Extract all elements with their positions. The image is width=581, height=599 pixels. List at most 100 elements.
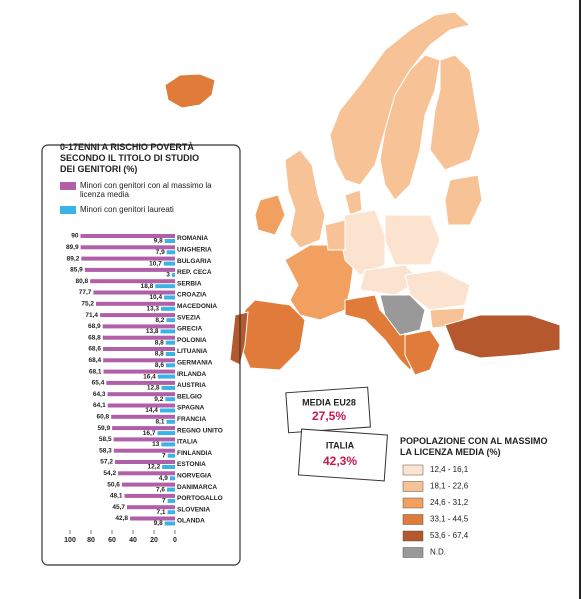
y-tick-label: OLANDA (177, 518, 205, 525)
region (429, 54, 481, 171)
bar (164, 521, 175, 526)
bar (111, 414, 175, 419)
bar (165, 363, 175, 368)
value-label: 8,2 (155, 317, 164, 324)
y-tick-label: SPAGNA (177, 405, 205, 412)
bar (100, 313, 175, 318)
region (164, 73, 216, 109)
value-label: 71,4 (85, 312, 98, 319)
region (444, 314, 561, 359)
y-tick-label: IRLANDA (177, 371, 207, 378)
bar (161, 385, 175, 390)
x-tick-label: 100 (64, 537, 76, 544)
value-label: 59,9 (97, 425, 110, 432)
bar (159, 408, 175, 413)
bar (167, 453, 175, 458)
x-tick-label: 20 (150, 537, 158, 544)
value-label: 45,7 (112, 504, 125, 511)
bar (102, 335, 175, 340)
y-tick-label: REGNO UNITO (177, 427, 223, 434)
value-label: 14,4 (145, 407, 158, 414)
value-label: 8,6 (155, 362, 164, 369)
callout-label: MEDIA EU28 (302, 397, 356, 407)
y-tick-label: SVEZIA (177, 314, 201, 321)
bar (106, 380, 175, 385)
value-label: 60,8 (97, 414, 110, 421)
bar (93, 290, 175, 295)
y-tick-label: REP. CECA (177, 269, 212, 276)
bar (162, 465, 175, 469)
value-label: 58,3 (99, 447, 112, 454)
y-tick-label: SLOVENIA (177, 506, 211, 513)
y-tick-label: DANIMARCA (177, 484, 217, 491)
legend-swatch (60, 206, 76, 214)
bar (166, 318, 175, 323)
value-label: 54,2 (103, 470, 116, 477)
value-label: 3 (166, 272, 170, 279)
y-tick-label: SERBIA (177, 280, 202, 287)
bar (157, 431, 175, 436)
value-label: 8,1 (155, 419, 164, 426)
bar (165, 352, 175, 356)
bar (107, 403, 175, 408)
region (404, 329, 441, 376)
value-label: 7 (162, 498, 166, 505)
value-label: 77,7 (79, 289, 92, 296)
region (329, 11, 472, 186)
value-label: 7,6 (156, 486, 165, 493)
value-label: 12,8 (147, 385, 160, 392)
map-legend-title: POPOLAZIONE CON AL MASSIMO LA LICENZA ME… (400, 436, 548, 457)
bar (165, 397, 175, 402)
map-legend-swatch (402, 464, 424, 476)
value-label: 57,2 (100, 459, 113, 466)
value-label: 4,9 (159, 475, 168, 482)
region (239, 299, 306, 371)
bar (102, 324, 175, 329)
map-legend-swatch (402, 481, 424, 492)
region (229, 311, 249, 366)
legend-label: Minori con genitori laureati (80, 205, 174, 214)
bar (113, 437, 175, 442)
bar (103, 369, 175, 374)
bar (169, 476, 175, 481)
x-tick-label: 40 (129, 537, 137, 544)
bar (166, 250, 175, 255)
map-legend-label: 24,6 - 31,2 (430, 498, 469, 507)
bar (80, 234, 175, 238)
x-tick-label: 80 (87, 537, 95, 544)
y-tick-label: AUSTRIA (177, 382, 206, 389)
bar (84, 267, 175, 272)
region (254, 194, 286, 236)
bar (160, 329, 175, 334)
y-tick-label: PORTOGALLO (177, 495, 223, 502)
chart-title: 0-17ENNI A RISCHIO POVERTÀ SECONDO IL TI… (60, 142, 200, 174)
bar (166, 419, 175, 424)
value-label: 9,8 (154, 238, 163, 245)
bar (155, 284, 175, 289)
callout-value: 42,3% (323, 454, 357, 468)
callout-label: ITALIA (326, 440, 355, 450)
value-label: 10,4 (149, 294, 162, 301)
bar (103, 358, 175, 363)
region (379, 54, 441, 201)
value-label: 13,3 (146, 306, 159, 313)
callout-box (297, 428, 388, 482)
value-label: 48,1 (110, 493, 123, 500)
region (359, 264, 421, 296)
y-tick-label: FRANCIA (177, 416, 207, 423)
value-label: 89,2 (67, 255, 80, 262)
value-label: 12,2 (148, 464, 161, 471)
x-tick-label: 60 (108, 537, 116, 544)
callout-box (285, 386, 371, 434)
map-legend-label: N.D. (430, 548, 446, 557)
bar (124, 493, 175, 498)
value-label: 85,9 (70, 267, 83, 274)
y-tick-label: CROAZIA (177, 292, 207, 299)
value-label: 18,8 (141, 283, 154, 290)
bar (161, 306, 175, 311)
value-label: 89,9 (66, 244, 79, 251)
y-tick-label: LITUANIA (177, 348, 208, 355)
y-tick-label: POLONIA (177, 337, 207, 344)
value-label: 90 (71, 233, 79, 240)
map-legend-swatch (402, 514, 424, 525)
